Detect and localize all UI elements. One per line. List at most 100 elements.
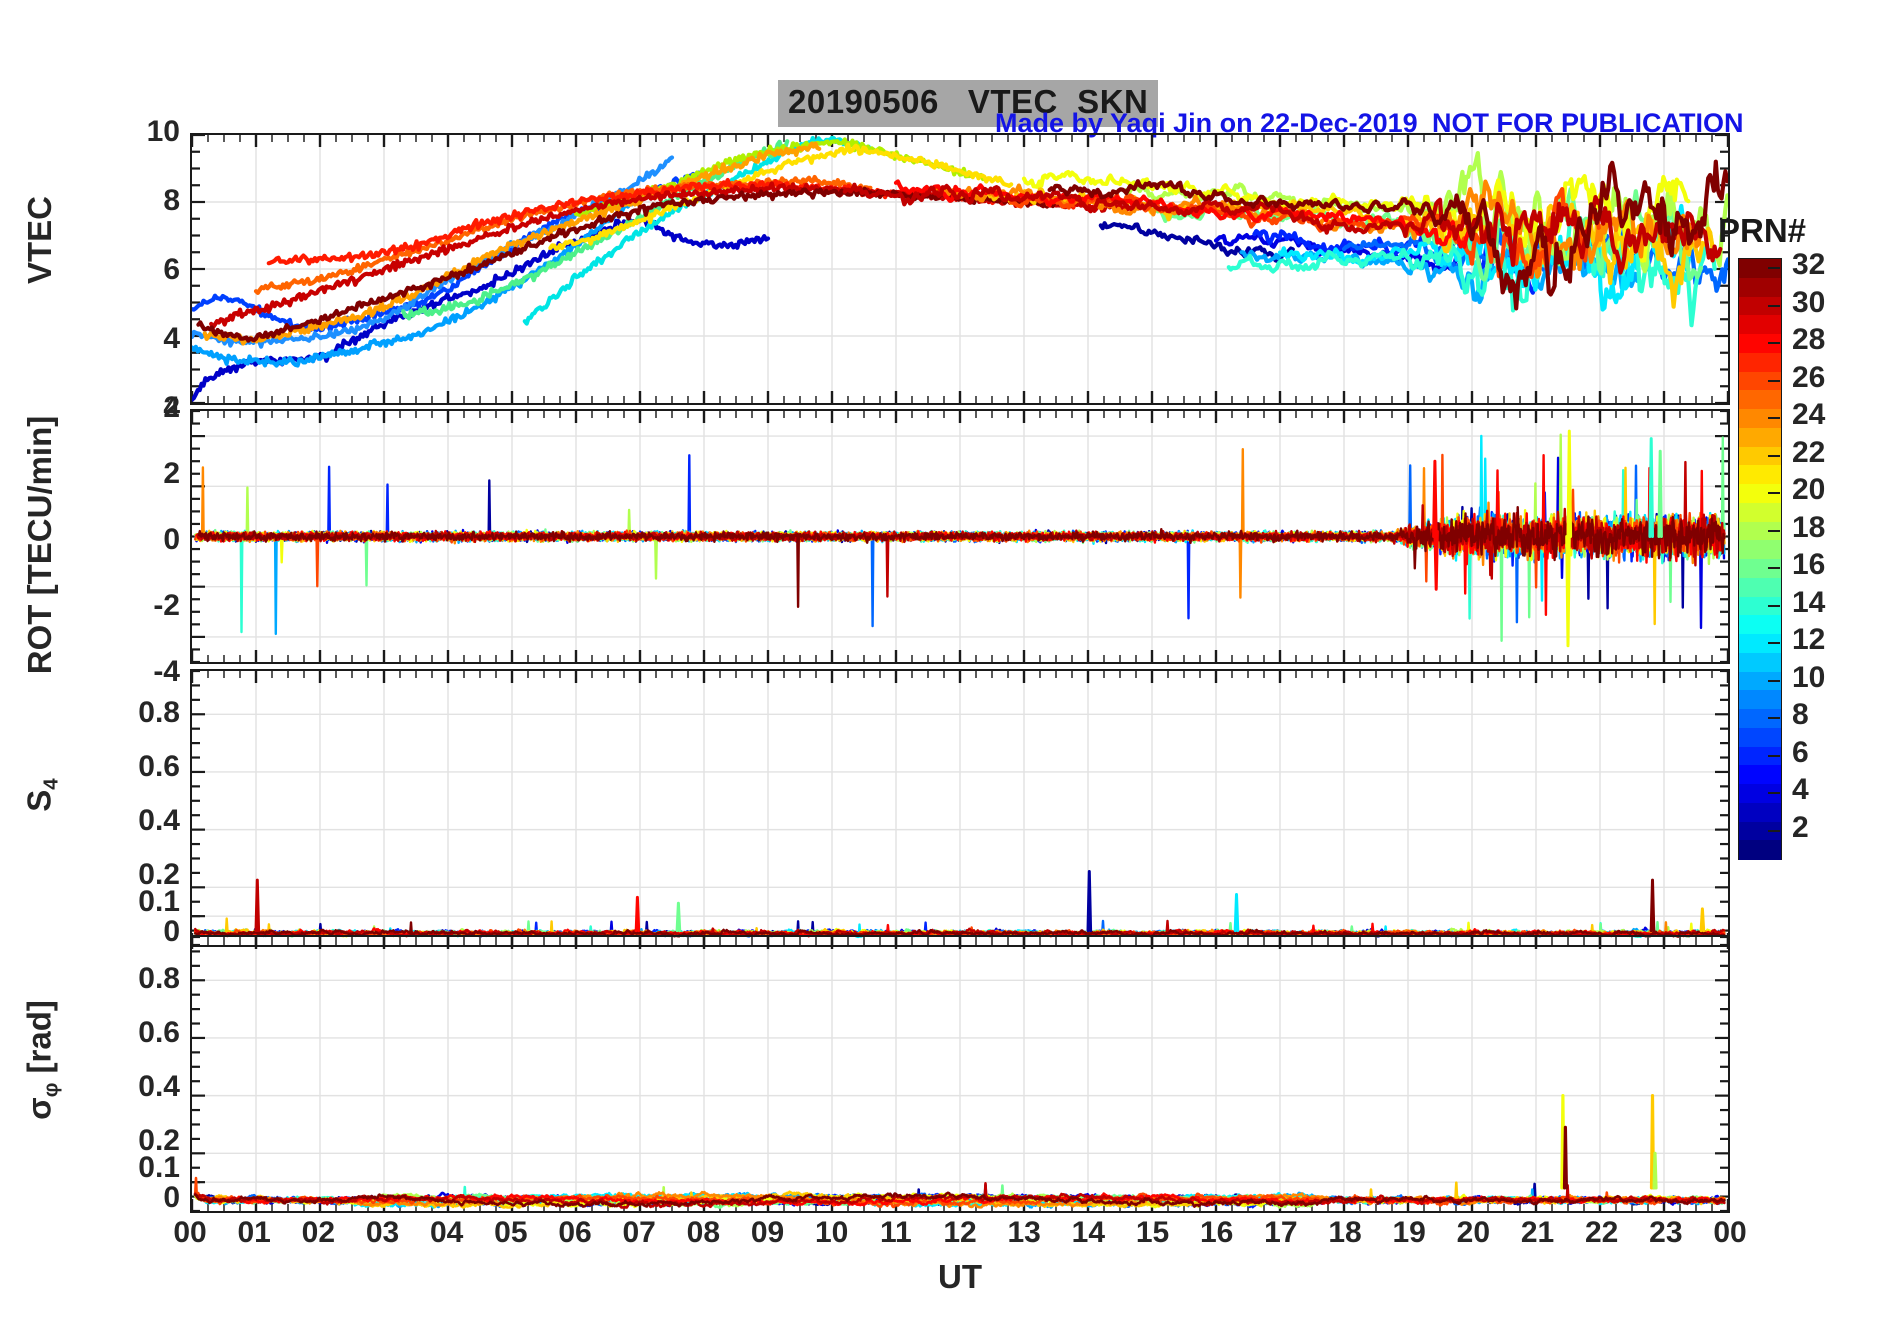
colorbar-segment-prn-27 bbox=[1739, 352, 1781, 373]
colorbar-segment-prn-32 bbox=[1739, 259, 1781, 279]
colorbar-segment-prn-25 bbox=[1739, 390, 1781, 410]
s4-ytick-01: 0.1 bbox=[138, 885, 180, 918]
s4-ytick-06: 0.6 bbox=[138, 750, 180, 783]
panel-sigma-phi bbox=[190, 935, 1730, 1213]
colorbar-segment-prn-21 bbox=[1739, 465, 1781, 485]
x-tick-1: 01 bbox=[237, 1216, 271, 1249]
colorbar-tickmark-10 bbox=[1768, 679, 1780, 682]
x-tick-5: 05 bbox=[494, 1216, 528, 1249]
x-tick-11: 11 bbox=[879, 1216, 912, 1249]
colorbar-segment-prn-13 bbox=[1739, 615, 1781, 635]
colorbar-tick-18: 18 bbox=[1792, 510, 1826, 544]
colorbar-tick-10: 10 bbox=[1792, 660, 1826, 694]
x-tick-2: 02 bbox=[301, 1216, 336, 1249]
colorbar-tickmark-32 bbox=[1768, 267, 1780, 270]
colorbar-tick-26: 26 bbox=[1792, 360, 1826, 394]
x-tick-3: 03 bbox=[365, 1216, 400, 1249]
vtec-axis-label: VTEC bbox=[21, 196, 58, 285]
colorbar-tick-20: 20 bbox=[1792, 473, 1826, 507]
x-tick-19: 19 bbox=[1392, 1216, 1426, 1249]
colorbar-tickmark-16 bbox=[1768, 567, 1780, 570]
colorbar-tickmark-24 bbox=[1768, 417, 1780, 420]
vtec-ytick-10: 10 bbox=[146, 115, 180, 148]
colorbar-segment-prn-30 bbox=[1739, 296, 1781, 316]
colorbar-tick-32: 32 bbox=[1792, 248, 1826, 282]
colorbar-tick-8: 8 bbox=[1792, 698, 1809, 732]
colorbar-segment-prn-3 bbox=[1739, 802, 1781, 823]
panel-s4 bbox=[190, 669, 1730, 947]
sigmaphi-ytick-01: 0.1 bbox=[138, 1151, 180, 1184]
x-tick-20: 20 bbox=[1456, 1216, 1491, 1249]
x-tick-4: 04 bbox=[429, 1216, 464, 1249]
colorbar-segment-prn-22 bbox=[1739, 446, 1781, 466]
s4-axis-label: S4 bbox=[21, 695, 64, 895]
s4-ytick-08: 0.8 bbox=[138, 696, 180, 729]
s4-ytick-02: 0.2 bbox=[138, 858, 180, 891]
colorbar-tickmark-14 bbox=[1768, 604, 1780, 607]
x-tick-24: 00 bbox=[1713, 1216, 1747, 1249]
colorbar-segment-prn-11 bbox=[1739, 652, 1781, 673]
sigmaphi-ytick-08: 0.8 bbox=[138, 962, 180, 995]
colorbar-segment-prn-17 bbox=[1739, 540, 1781, 560]
x-tick-22: 22 bbox=[1584, 1216, 1619, 1249]
panel-rot bbox=[190, 409, 1730, 664]
colorbar-segment-prn-28 bbox=[1739, 334, 1781, 354]
sigmaphi-ytick-0: 0 bbox=[163, 1181, 180, 1214]
colorbar-segment-prn-23 bbox=[1739, 427, 1781, 448]
s4-ytick-04: 0.4 bbox=[138, 804, 180, 837]
x-tick-16: 16 bbox=[1199, 1216, 1234, 1249]
colorbar-tickmark-30 bbox=[1768, 304, 1780, 307]
colorbar-tick-28: 28 bbox=[1792, 323, 1826, 357]
colorbar-segment-prn-2 bbox=[1739, 821, 1781, 841]
x-tick-13: 13 bbox=[1007, 1216, 1041, 1249]
colorbar-segment-prn-4 bbox=[1739, 784, 1781, 804]
colorbar-tick-12: 12 bbox=[1792, 623, 1826, 657]
rot-axis-label: ROT [TECU/min] bbox=[21, 415, 58, 675]
sigmaphi-ytick-06: 0.6 bbox=[138, 1016, 180, 1049]
rot-ytick-m2: -2 bbox=[153, 589, 180, 622]
s4-ytick-0: 0 bbox=[163, 915, 180, 948]
colorbar-segment-prn-5 bbox=[1739, 765, 1781, 785]
x-tick-18: 18 bbox=[1328, 1216, 1362, 1249]
x-tick-12: 12 bbox=[943, 1216, 977, 1249]
sigmaphi-ytick-04: 0.4 bbox=[138, 1070, 180, 1103]
x-tick-10: 10 bbox=[814, 1216, 849, 1249]
colorbar-segment-prn-24 bbox=[1739, 409, 1781, 429]
colorbar-segment-prn-31 bbox=[1739, 277, 1781, 298]
figure-title: 20190506 VTEC SKN bbox=[778, 80, 1159, 127]
colorbar-tickmark-4 bbox=[1768, 792, 1780, 795]
vtec-ytick-2: 2 bbox=[163, 391, 180, 424]
colorbar-segment-prn-12 bbox=[1739, 634, 1781, 654]
colorbar-segment-prn-7 bbox=[1739, 727, 1781, 748]
panel-vtec bbox=[190, 133, 1730, 405]
x-tick-17: 17 bbox=[1264, 1216, 1298, 1249]
colorbar-segment-prn-16 bbox=[1739, 559, 1781, 579]
colorbar-tickmark-12 bbox=[1768, 642, 1780, 645]
colorbar-tickmark-20 bbox=[1768, 492, 1780, 495]
sigma-symbol: σ bbox=[20, 1097, 58, 1120]
colorbar-tickmark-26 bbox=[1768, 379, 1780, 382]
rot-ytick-4: 4 bbox=[163, 391, 180, 424]
colorbar-tickmark-2 bbox=[1768, 829, 1780, 832]
sigmaphi-axis-label: σφ [rad] bbox=[21, 900, 64, 1220]
vtec-ytick-8: 8 bbox=[163, 184, 180, 217]
colorbar-segment-prn-26 bbox=[1739, 371, 1781, 391]
colorbar-segment-prn-18 bbox=[1739, 521, 1781, 541]
colorbar-tick-30: 30 bbox=[1792, 285, 1826, 319]
x-axis-label: UT bbox=[938, 1258, 982, 1295]
colorbar-segment-prn-19 bbox=[1739, 502, 1781, 523]
s4-symbol: S4 bbox=[20, 778, 63, 812]
colorbar-tick-4: 4 bbox=[1792, 773, 1809, 807]
colorbar-segment-prn-1 bbox=[1739, 840, 1781, 860]
colorbar[interactable] bbox=[1738, 258, 1782, 860]
colorbar-tickmark-18 bbox=[1768, 529, 1780, 532]
colorbar-segment-prn-29 bbox=[1739, 315, 1781, 335]
colorbar-segment-prn-6 bbox=[1739, 746, 1781, 766]
colorbar-segment-prn-8 bbox=[1739, 709, 1781, 729]
x-tick-14: 14 bbox=[1071, 1216, 1106, 1249]
x-tick-8: 08 bbox=[686, 1216, 721, 1249]
colorbar-tickmark-8 bbox=[1768, 717, 1780, 720]
colorbar-segment-prn-20 bbox=[1739, 484, 1781, 504]
colorbar-tickmark-22 bbox=[1768, 454, 1780, 457]
